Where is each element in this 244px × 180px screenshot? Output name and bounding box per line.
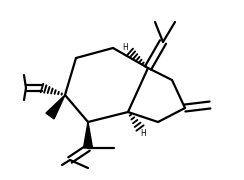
Polygon shape (83, 122, 92, 148)
Text: H: H (122, 42, 128, 51)
Text: H: H (140, 129, 146, 138)
Polygon shape (46, 95, 65, 119)
